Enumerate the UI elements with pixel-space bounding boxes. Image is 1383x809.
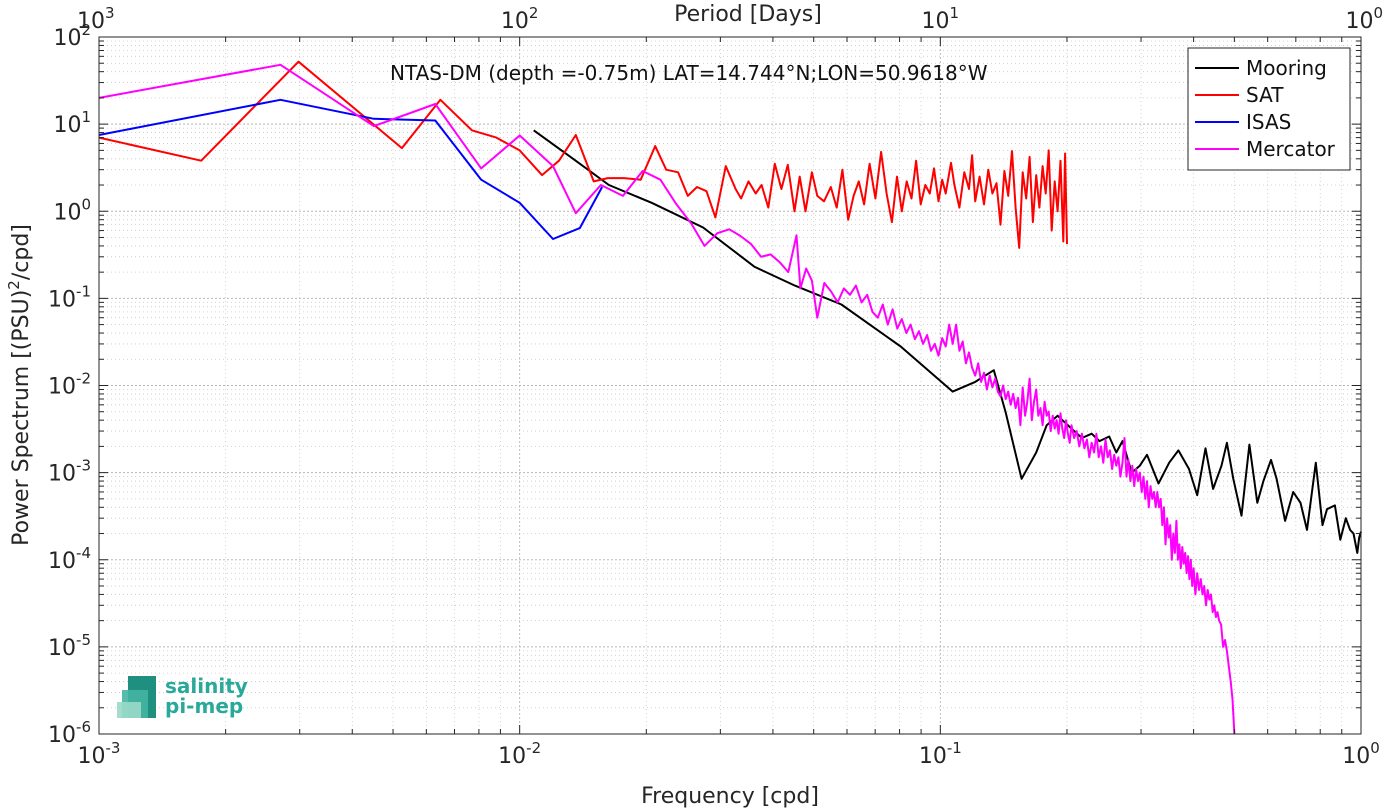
y-tick-label-base: 10	[53, 200, 81, 225]
y-tick-label: 10-6	[48, 718, 91, 748]
y-tick-label: 10-5	[48, 631, 91, 661]
top-tick-label-exponent: 3	[105, 4, 115, 22]
series-line-isas	[98, 98, 603, 240]
legend-label-sat: SAT	[1246, 83, 1284, 107]
salinity-pi-mep-logo: salinity pi-mep	[117, 674, 248, 718]
tick-marks	[98, 36, 1362, 735]
y-tick-label: 102	[53, 21, 91, 51]
y-tick-label-exponent: 0	[81, 195, 91, 213]
x-tick-label: 10-2	[498, 739, 541, 769]
y-axis-title-exponent: 2	[5, 280, 23, 290]
top-tick-label-base: 10	[1345, 9, 1373, 34]
top-tick-label-exponent: 1	[950, 4, 960, 22]
top-tick-label: 102	[501, 4, 539, 34]
top-axis-title: Period [Days]	[674, 2, 822, 27]
y-axis-title-main: Power Spectrum [(PSU)	[9, 290, 34, 546]
series-layer	[98, 60, 1362, 735]
series-line-mercator	[98, 63, 1236, 735]
x-tick-label-exponent: -1	[947, 739, 962, 757]
major-grid	[98, 36, 1362, 735]
top-tick-label-base: 10	[922, 9, 950, 34]
top-tick-label-base: 10	[77, 9, 105, 34]
top-tick-label: 103	[77, 4, 115, 34]
x-tick-label-exponent: -3	[106, 739, 121, 757]
x-tick-label-base: 10	[1342, 744, 1370, 769]
y-axis-title-tail: /cpd]	[9, 224, 34, 280]
top-tick-label: 100	[1345, 4, 1383, 34]
top-tick-label: 101	[922, 4, 960, 34]
y-tick-label-base: 10	[53, 113, 81, 138]
y-tick-label-exponent: 1	[81, 108, 91, 126]
x-tick-label-base: 10	[498, 744, 526, 769]
x-tick-label-base: 10	[919, 744, 947, 769]
legend-label-mooring: Mooring	[1246, 56, 1327, 80]
y-tick-label-exponent: 2	[81, 21, 91, 39]
y-tick-label: 10-3	[48, 457, 91, 487]
legend-label-isas: ISAS	[1246, 110, 1291, 134]
y-tick-label-exponent: -5	[76, 631, 91, 649]
y-tick-label: 10-4	[48, 544, 91, 574]
y-tick-label-exponent: -4	[76, 544, 91, 562]
x-tick-label: 100	[1342, 739, 1380, 769]
y-tick-label-exponent: -1	[76, 282, 91, 300]
y-tick-label-base: 10	[48, 375, 76, 400]
x-tick-label-base: 10	[78, 744, 106, 769]
legend: Mooring SAT ISAS Mercator	[1187, 47, 1351, 171]
y-tick-label-base: 10	[48, 287, 76, 312]
y-tick-label: 10-1	[48, 282, 91, 312]
y-tick-label-base: 10	[48, 636, 76, 661]
y-tick-label: 10-2	[48, 370, 91, 400]
logo-mark-layer-3	[117, 702, 141, 718]
logo-text-pi-mep: pi-mep	[165, 694, 243, 718]
top-tick-label-exponent: 0	[1373, 4, 1383, 22]
chart-title: NTAS-DM (depth =-0.75m) LAT=14.744°N;LON…	[390, 61, 988, 85]
legend-label-mercator: Mercator	[1246, 137, 1336, 161]
top-tick-label-base: 10	[501, 9, 529, 34]
y-tick-label: 101	[53, 108, 91, 138]
y-axis-title: Power Spectrum [(PSU)2/cpd]	[5, 224, 34, 546]
y-tick-label-base: 10	[53, 26, 81, 51]
y-tick-label-base: 10	[48, 549, 76, 574]
y-tick-label: 100	[53, 195, 91, 225]
x-tick-label-exponent: 0	[1370, 739, 1380, 757]
y-tick-label-exponent: -3	[76, 457, 91, 475]
logo-text-salinity: salinity	[165, 674, 248, 698]
x-axis-title: Frequency [cpd]	[641, 784, 819, 809]
x-tick-label-exponent: -2	[526, 739, 541, 757]
y-tick-label-exponent: -6	[76, 718, 91, 736]
x-tick-label: 10-1	[919, 739, 962, 769]
series-line-sat	[98, 60, 1068, 249]
series-line-mooring	[533, 129, 1362, 554]
top-tick-label-exponent: 2	[529, 4, 539, 22]
y-tick-label-exponent: -2	[76, 370, 91, 388]
x-tick-label: 10-3	[78, 739, 121, 769]
y-tick-label-base: 10	[48, 462, 76, 487]
y-tick-label-base: 10	[48, 723, 76, 748]
